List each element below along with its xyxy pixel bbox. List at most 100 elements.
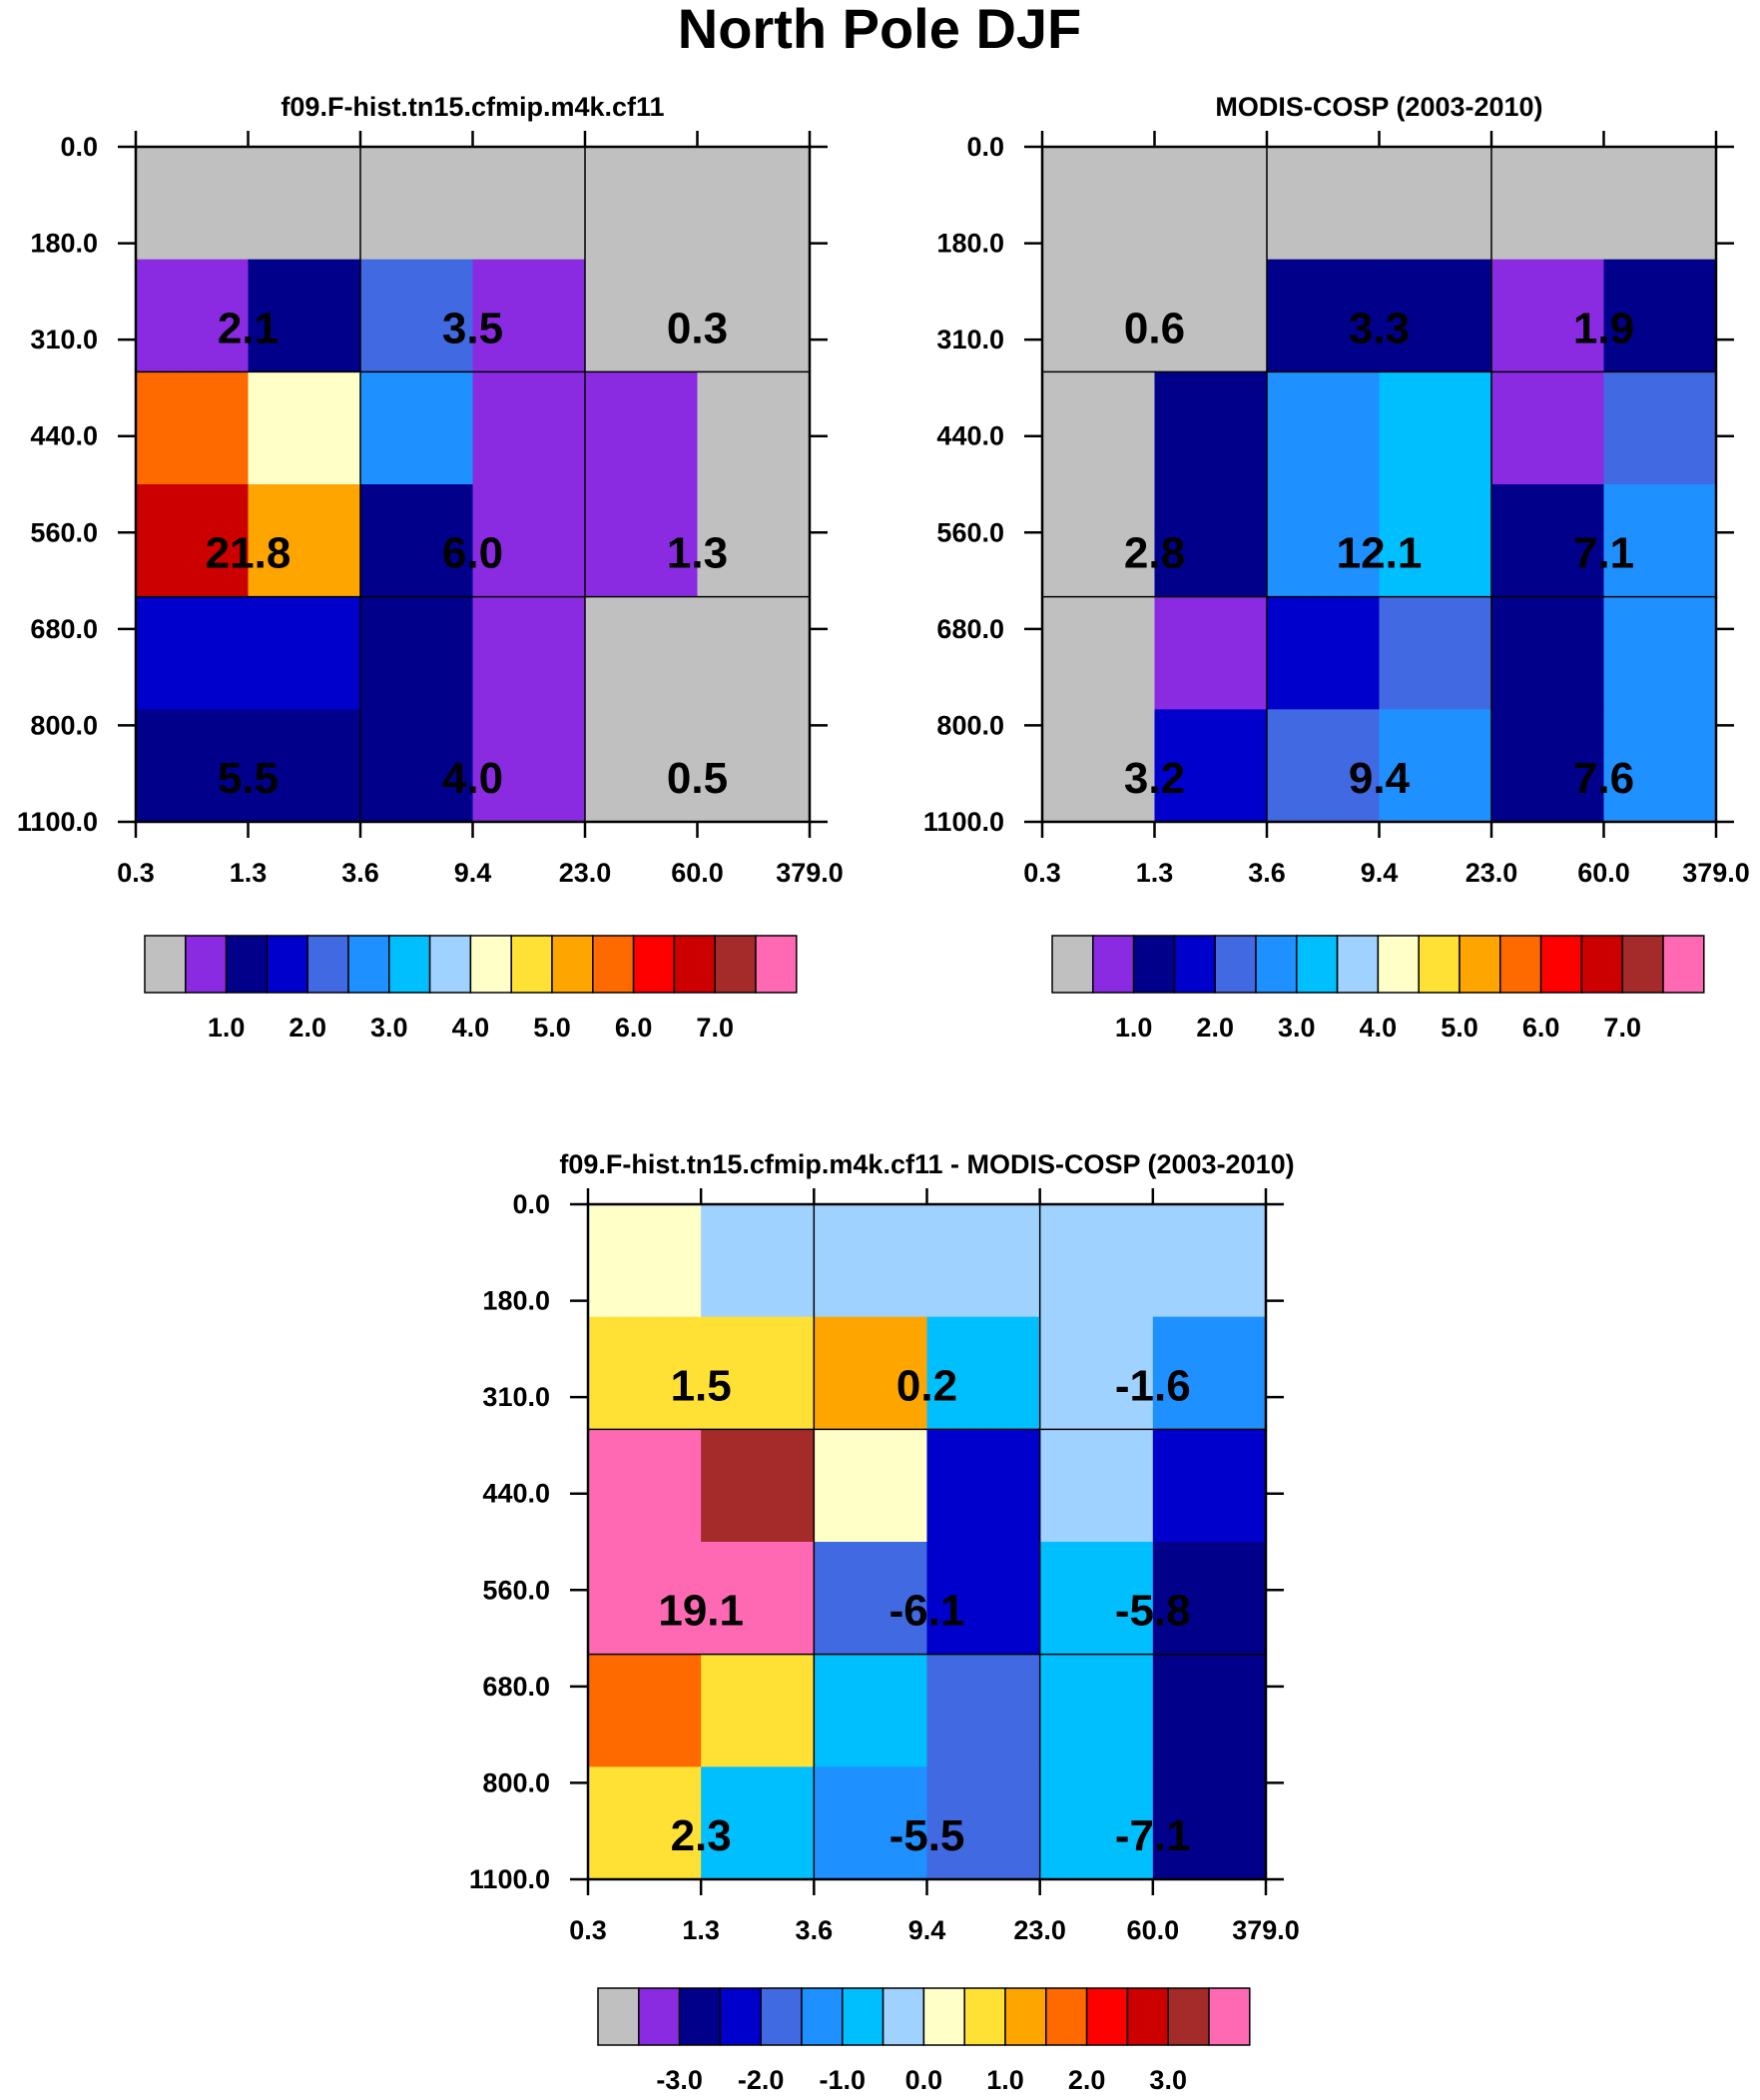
cell-value-label: 7.6: [1573, 754, 1634, 803]
heatmap-cell: [1491, 259, 1605, 372]
heatmap-cell: [1152, 1204, 1267, 1318]
heatmap-cell: [360, 484, 474, 598]
legend-swatch: [469, 935, 512, 994]
cell-value-label: 3.3: [1349, 304, 1410, 352]
heatmap-cell: [1603, 484, 1717, 598]
heatmap-cell: [588, 1204, 702, 1318]
legend-swatch: [1621, 935, 1664, 994]
heatmap-cell: [1039, 1542, 1154, 1656]
legend-swatch: [1085, 1987, 1129, 2046]
x-tick-label: 1.3: [1136, 858, 1174, 888]
legend-swatch: [597, 1987, 640, 2046]
legend-swatch: [551, 935, 594, 994]
cell-value-label: 21.8: [206, 529, 292, 578]
legend-tick-label: 7.0: [1603, 1013, 1641, 1043]
heatmap-cell: [1039, 1766, 1154, 1880]
heatmap-cell: [1491, 484, 1605, 598]
panel-obs: MODIS-COSP (2003-2010) 0.0 180.0 310.0 440.0…: [923, 92, 1750, 1043]
cell-value-label: -6.1: [889, 1587, 965, 1636]
heatmap-cell: [1603, 147, 1717, 261]
heatmap-cell: [1267, 484, 1381, 598]
legend-swatch: [1580, 935, 1623, 994]
heatmap-cell: [926, 1766, 1041, 1880]
heatmap-cell: [1379, 259, 1492, 372]
x-tick-label: 3.6: [796, 1915, 834, 1945]
x-tick-label: 60.0: [1577, 858, 1630, 888]
heatmap-cell: [585, 147, 699, 261]
heatmap-cell: [1379, 147, 1492, 261]
legend-swatch: [1418, 935, 1461, 994]
legend-tick-label: -2.0: [738, 2065, 785, 2095]
heatmap-cell: [1379, 371, 1492, 485]
x-tick-label: 23.0: [1013, 1915, 1066, 1945]
legend-tick-label: 6.0: [1522, 1013, 1560, 1043]
cell-value-label: 3.5: [442, 304, 503, 352]
legend-swatch: [842, 1987, 884, 2046]
x-tick-label: 0.3: [117, 858, 155, 888]
heatmap-cell: [136, 147, 250, 261]
heatmap-cell: [1039, 1654, 1154, 1767]
y-tick-label: 310.0: [30, 325, 98, 354]
cell-value-label: 1.3: [667, 529, 728, 578]
cell-value-label: 2.8: [1124, 529, 1185, 578]
legend-swatch: [510, 935, 553, 994]
legend-tick-label: 1.0: [208, 1013, 246, 1043]
heatmap-cell: [1039, 1429, 1154, 1543]
x-tick-label: 3.6: [341, 858, 379, 888]
legend-swatch: [801, 1987, 844, 2046]
heatmap-cell: [472, 484, 586, 598]
x-tick-label: 379.0: [1232, 1915, 1300, 1945]
heatmap-cell: [588, 1654, 702, 1767]
heatmap-cell: [1042, 709, 1156, 823]
heatmap-cell: [1603, 709, 1717, 823]
heatmap-cell: [585, 596, 699, 710]
heatmap-cell: [701, 1654, 815, 1767]
legend-swatch: [144, 935, 187, 994]
cell-value-label: -7.1: [1115, 1811, 1191, 1860]
legend-swatch: [719, 1987, 762, 2046]
heatmap-cell: [248, 147, 361, 261]
legend-swatch: [1499, 935, 1542, 994]
x-tick-label: 23.0: [1466, 858, 1518, 888]
y-tick-label: 310.0: [482, 1382, 550, 1412]
panel-diff: f09.F-hist.tn15.cfmip.m4k.cf11 - MODIS-C…: [469, 1149, 1300, 2095]
heatmap-cell: [248, 484, 361, 598]
x-tick-label: 23.0: [559, 858, 612, 888]
heatmap-cell: [1603, 596, 1717, 710]
legend-swatch: [347, 935, 390, 994]
legend-swatch: [185, 935, 228, 994]
heatmap-cell: [701, 1429, 815, 1543]
legend-swatch: [1662, 935, 1705, 994]
heatmap-cell: [1267, 596, 1381, 710]
cell-value-label: 19.1: [658, 1587, 744, 1636]
x-tick-label: 379.0: [1682, 858, 1750, 888]
heatmap-cell: [360, 259, 474, 372]
legend-tick-label: 4.0: [1360, 1013, 1398, 1043]
cell-value-label: 7.1: [1573, 529, 1634, 578]
y-tick-label: 180.0: [30, 229, 98, 259]
heatmap-cell: [588, 1542, 702, 1656]
y-tick-label: 680.0: [482, 1672, 550, 1702]
cell-value-label: 2.3: [671, 1811, 732, 1860]
heatmap-cell: [248, 709, 361, 823]
heatmap-cell: [1491, 147, 1605, 261]
heatmap-cell: [248, 596, 361, 710]
legend-swatch: [1336, 935, 1380, 994]
y-tick-label: 1100.0: [923, 807, 1004, 837]
heatmap-cell: [697, 147, 811, 261]
heatmap-cell: [701, 1316, 815, 1430]
heatmap-cell: [1491, 371, 1605, 485]
panel-title: f09.F-hist.tn15.cfmip.m4k.cf11 - MODIS-C…: [559, 1149, 1294, 1179]
legend-tick-label: 2.0: [1068, 2065, 1106, 2095]
heatmap-cell: [136, 596, 250, 710]
y-tick-label: 0.0: [60, 132, 98, 162]
legend-swatch: [592, 935, 635, 994]
heatmap-cell: [1603, 371, 1717, 485]
heatmap-cell: [814, 1766, 928, 1880]
y-tick-label: 0.0: [966, 132, 1004, 162]
legend-swatch: [225, 935, 269, 994]
y-tick-label: 560.0: [482, 1575, 550, 1605]
cell-value-label: 0.2: [896, 1361, 957, 1410]
legend-swatch: [881, 1987, 925, 2046]
x-tick-label: 0.3: [1023, 858, 1061, 888]
